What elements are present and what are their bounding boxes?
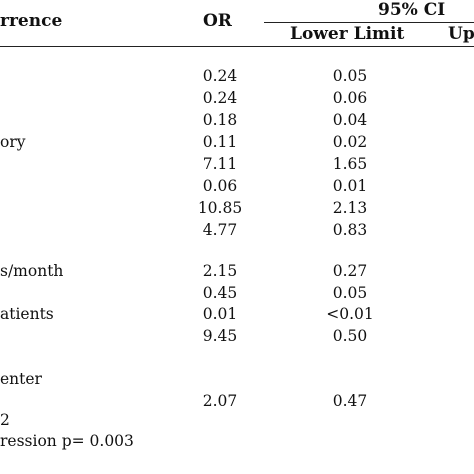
row-or: 0.06: [202, 177, 238, 195]
row-label: ory: [0, 133, 26, 151]
row-or: 2.15: [202, 262, 238, 280]
row-lower: 0.83: [332, 221, 368, 239]
header-or: OR: [203, 11, 232, 31]
row-or: 7.11: [202, 155, 238, 173]
ci-rule: [264, 22, 474, 23]
row-or: 0.01: [202, 305, 238, 323]
row-lower: 1.65: [332, 155, 368, 173]
row-or: 2.07: [202, 392, 238, 410]
row-lower: 0.02: [332, 133, 368, 151]
row-lower: 0.50: [332, 327, 368, 345]
header-rule: [0, 46, 474, 47]
row-label: atients: [0, 305, 54, 323]
footnote: ression p= 0.003: [0, 432, 134, 450]
row-label: 2: [0, 411, 10, 429]
row-lower: 0.06: [332, 89, 368, 107]
row-lower: 0.01: [332, 177, 368, 195]
row-or: 10.85: [197, 199, 243, 217]
row-lower: 0.04: [332, 111, 368, 129]
row-label: s/month: [0, 262, 64, 280]
row-or: 0.18: [202, 111, 238, 129]
row-or: 0.11: [202, 133, 238, 151]
header-upper-limit: Up: [448, 24, 474, 44]
row-lower: 2.13: [332, 199, 368, 217]
row-lower: 0.05: [332, 67, 368, 85]
row-or: 0.24: [202, 67, 238, 85]
row-or: 4.77: [202, 221, 238, 239]
row-lower: <0.01: [326, 305, 374, 323]
row-or: 0.24: [202, 89, 238, 107]
row-label: enter: [0, 370, 42, 388]
row-or: 9.45: [202, 327, 238, 345]
row-lower: 0.05: [332, 284, 368, 302]
row-lower: 0.47: [332, 392, 368, 410]
header-variable: rrence: [0, 11, 63, 31]
header-ci: 95% CI: [378, 0, 446, 20]
row-or: 0.45: [202, 284, 238, 302]
row-lower: 0.27: [332, 262, 368, 280]
header-lower-limit: Lower Limit: [290, 24, 405, 44]
